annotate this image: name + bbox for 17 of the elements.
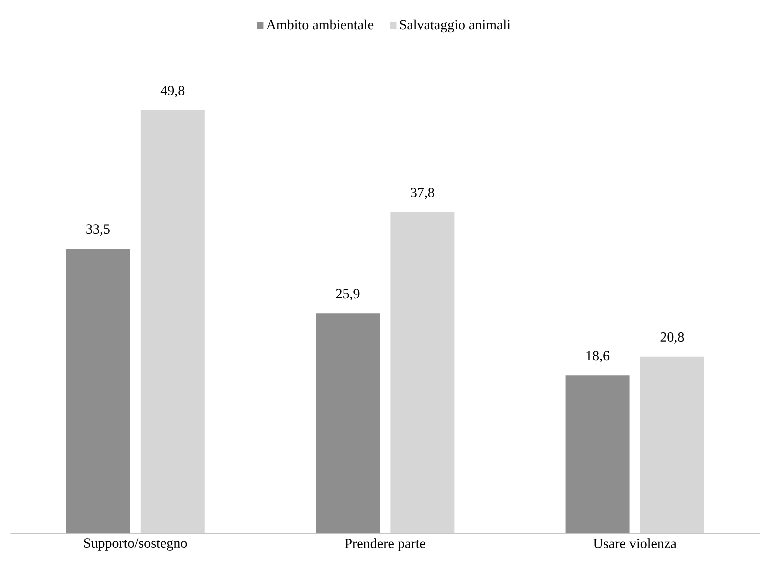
x-tick-label: Usare violenza	[594, 538, 677, 548]
x-tick-label: Supporto/sostegno	[84, 538, 188, 551]
data-label: 20,8	[660, 332, 684, 344]
data-label: 49,8	[160, 86, 185, 98]
bar	[140, 110, 205, 534]
bar	[316, 314, 380, 534]
bar	[390, 212, 455, 534]
data-label: 33,5	[86, 224, 110, 236]
legend-label: Salvataggio animali	[400, 20, 511, 33]
legend-label: Ambito ambientale	[266, 20, 374, 30]
x-tick-label: Prendere parte	[345, 538, 426, 552]
bar	[566, 376, 630, 534]
data-label: 25,9	[336, 289, 360, 301]
data-label: 18,6	[586, 351, 610, 363]
data-label: 37,8	[411, 188, 434, 200]
bar	[66, 248, 130, 534]
bar	[640, 356, 704, 534]
